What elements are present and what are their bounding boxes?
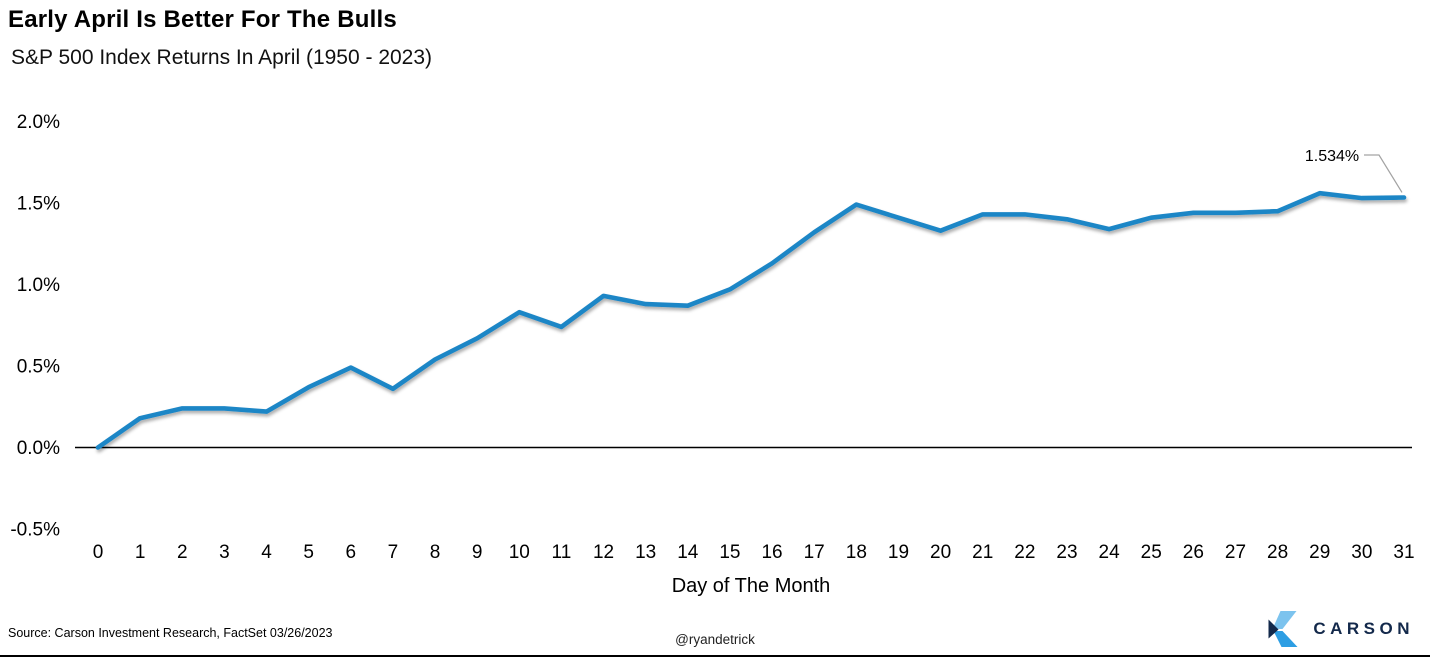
twitter-handle: @ryandetrick xyxy=(675,632,755,647)
x-tick-label: 24 xyxy=(1099,542,1121,563)
x-tick-label: 13 xyxy=(635,542,656,563)
x-tick-label: 1 xyxy=(135,542,146,563)
x-axis-title: Day of The Month xyxy=(672,575,831,597)
y-tick-label: 1.5% xyxy=(17,194,60,215)
x-tick-label: 18 xyxy=(846,542,867,563)
x-tick-label: 11 xyxy=(552,542,572,563)
annotation-leader-line xyxy=(1364,154,1403,193)
x-tick-label: 4 xyxy=(261,542,272,563)
y-tick-label: 1.0% xyxy=(17,275,60,296)
x-tick-label: 21 xyxy=(972,542,993,563)
x-tick-label: 26 xyxy=(1183,542,1204,563)
chart-title: Early April Is Better For The Bulls xyxy=(8,6,397,33)
x-tick-label: 22 xyxy=(1014,542,1035,563)
annotation-label: 1.534% xyxy=(1305,148,1359,165)
x-tick-label: 8 xyxy=(430,542,441,563)
carson-logo-text: CARSON xyxy=(1313,619,1414,638)
y-tick-label: 0.5% xyxy=(17,357,60,378)
carson-logo-icon xyxy=(1268,611,1298,647)
returns-series-line xyxy=(95,190,1407,450)
x-tick-label: 31 xyxy=(1393,542,1414,563)
x-tick-label: 6 xyxy=(345,542,356,563)
x-tick-label: 12 xyxy=(593,542,614,563)
chart-subtitle: S&P 500 Index Returns In April (1950 - 2… xyxy=(11,46,433,69)
x-tick-label: 0 xyxy=(93,542,104,563)
x-tick-label: 27 xyxy=(1225,542,1246,563)
x-tick-label: 10 xyxy=(509,542,530,563)
y-tick-label: 0.0% xyxy=(17,438,60,459)
x-tick-label: 30 xyxy=(1351,542,1372,563)
x-tick-label: 25 xyxy=(1141,542,1162,563)
x-tick-label: 28 xyxy=(1267,542,1288,563)
carson-logo: CARSON xyxy=(1267,610,1414,648)
x-tick-label: 15 xyxy=(719,542,740,563)
source-attribution: Source: Carson Investment Research, Fact… xyxy=(8,626,333,640)
x-tick-label: 9 xyxy=(472,542,483,563)
x-tick-label: 7 xyxy=(388,542,399,563)
x-tick-label: 3 xyxy=(219,542,230,563)
x-tick-label: 20 xyxy=(930,542,951,563)
y-tick-label: -0.5% xyxy=(10,520,60,541)
x-tick-label: 2 xyxy=(177,542,188,563)
x-tick-label: 5 xyxy=(303,542,314,563)
x-tick-label: 17 xyxy=(804,542,825,563)
bottom-border-line xyxy=(0,655,1430,657)
x-tick-label: 19 xyxy=(888,542,909,563)
y-tick-label: 2.0% xyxy=(17,112,60,133)
x-tick-label: 23 xyxy=(1056,542,1077,563)
x-tick-label: 29 xyxy=(1309,542,1330,563)
x-tick-label: 16 xyxy=(761,542,782,563)
x-tick-label: 14 xyxy=(677,542,699,563)
